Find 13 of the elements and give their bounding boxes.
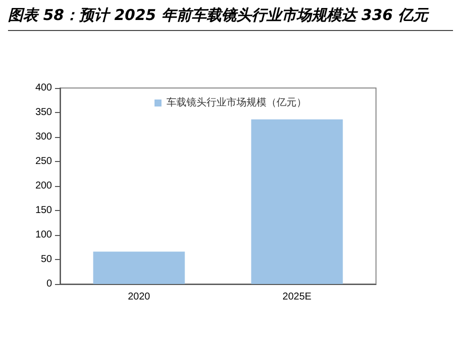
x-tick-label: 2020 xyxy=(128,292,151,302)
y-tick-label: 250 xyxy=(35,156,52,167)
y-tick-label: 300 xyxy=(35,132,52,142)
chart-title: 图表 58：预计 2025 年前车载镜头行业市场规模达 336 亿元 xyxy=(8,4,453,31)
x-tick-label: 2025E xyxy=(282,292,312,302)
y-tick-label: 200 xyxy=(35,180,52,192)
y-tick-label: 400 xyxy=(35,82,52,94)
y-tick-label: 50 xyxy=(40,254,52,265)
y-tick-label: 150 xyxy=(35,205,52,216)
y-tick-label: 0 xyxy=(46,278,52,290)
y-tick-label: 100 xyxy=(35,230,52,240)
y-tick-label: 350 xyxy=(35,107,52,118)
legend-label: 车载镜头行业市场规模（亿元） xyxy=(166,96,306,108)
